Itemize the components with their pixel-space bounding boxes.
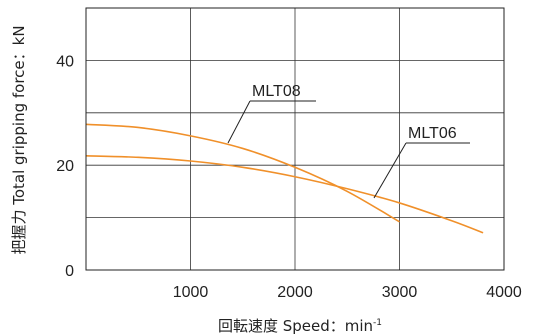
y-axis-title: 把握力 Total gripping force：kN [10,25,28,254]
plot-frame [85,7,505,271]
series-line-mlt08 [85,123,400,223]
y-tick-label: 40 [56,53,74,70]
x-tick-labels: 1000 2000 3000 4000 [173,284,522,301]
callout-leader [227,100,251,144]
x-axis-title: 回転速度 Speed：min-1 [218,317,382,335]
series-label-mlt06: MLT06 [408,125,457,142]
y-tick-label: 20 [56,158,74,175]
series-lines [85,123,484,234]
x-tick-label: 4000 [486,284,522,301]
series-callouts: MLT08 MLT06 [227,83,470,199]
x-tick-label: 2000 [277,284,313,301]
series-label-mlt08: MLT08 [252,83,301,100]
series-line-mlt06 [85,154,484,234]
x-tick-label: 3000 [382,284,418,301]
y-tick-labels: 0 20 40 [56,53,74,280]
x-tick-label: 1000 [173,284,209,301]
grid [86,8,504,270]
y-tick-label: 0 [65,263,74,280]
callout-leader [373,142,407,199]
